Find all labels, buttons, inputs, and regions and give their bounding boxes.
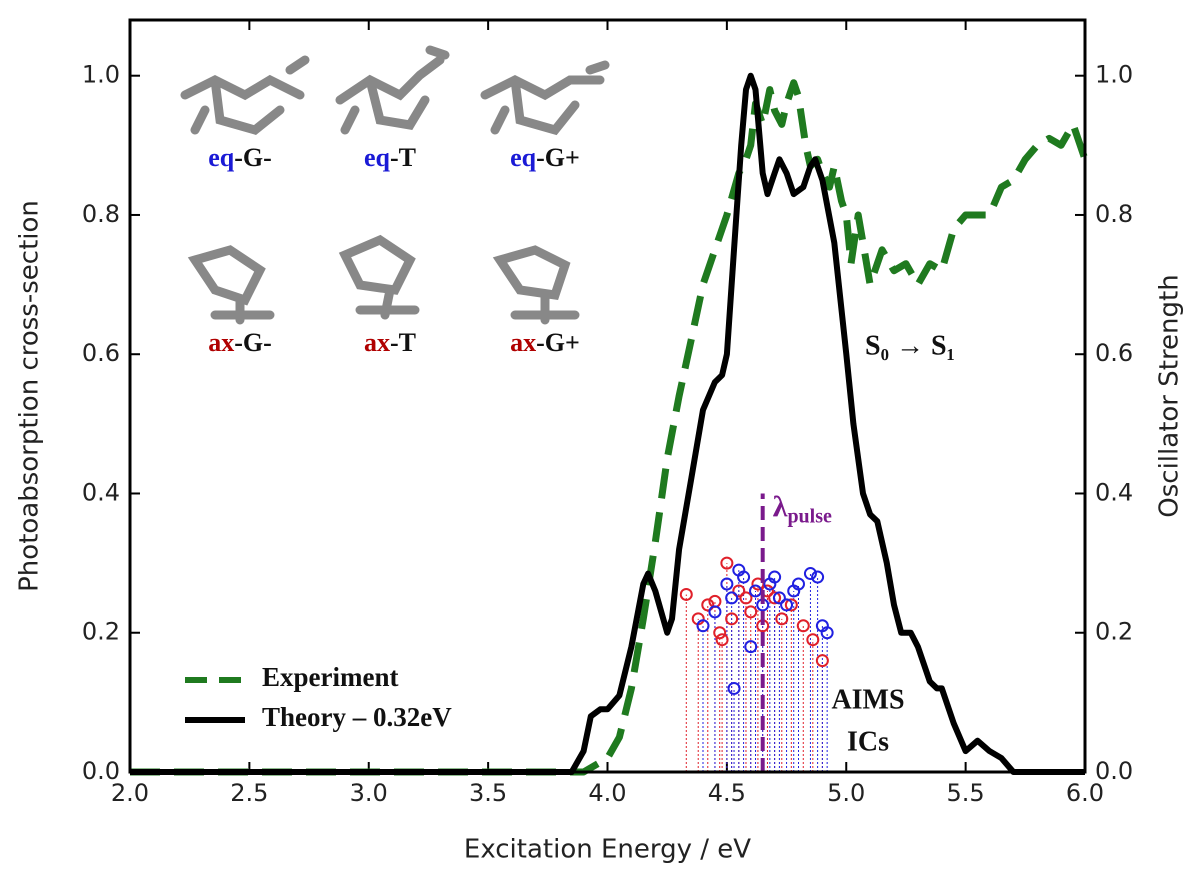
x-tick-label: 3.5 xyxy=(469,779,507,807)
conformer-prefix: eq xyxy=(364,143,391,172)
ic-point xyxy=(727,681,741,695)
ic-point xyxy=(768,591,782,605)
series-line xyxy=(130,72,1085,775)
conformer-label: ax-G+ xyxy=(510,328,580,357)
ic-point xyxy=(815,654,829,668)
x-axis-label: Excitation Energy / eV xyxy=(464,835,751,865)
conformer-label: eq-G- xyxy=(208,143,272,172)
conformer-suffix: -G- xyxy=(234,143,272,172)
conformer-suffix: -G- xyxy=(234,328,272,357)
y2-tick-label: 0.2 xyxy=(1095,618,1133,646)
y-tick-label: 0.4 xyxy=(82,478,120,506)
x-tick-label: 5.0 xyxy=(827,779,865,807)
conformer-label: ax-T xyxy=(364,328,416,357)
conformer-label: eq-G+ xyxy=(510,143,580,172)
ic-point xyxy=(744,605,758,619)
x-tick-label: 4.5 xyxy=(708,779,746,807)
y-tick-label: 0.6 xyxy=(82,339,120,367)
molecules xyxy=(180,45,610,325)
legend-label: Experiment xyxy=(262,662,398,692)
ic-point xyxy=(803,567,817,581)
ic-point xyxy=(820,626,834,640)
ic-point xyxy=(732,584,746,598)
y2-axis-label: Oscillator Strength xyxy=(1155,274,1185,517)
conformer-suffix: -T xyxy=(390,143,416,172)
ic-point xyxy=(725,591,739,605)
y-tick-label: 1.0 xyxy=(82,61,120,89)
ic-point xyxy=(713,626,727,640)
ic-point xyxy=(806,633,820,647)
ic-point xyxy=(737,570,751,584)
ic-point xyxy=(715,633,729,647)
conformer-prefix: eq xyxy=(208,143,235,172)
x-tick-label: 2.5 xyxy=(230,779,268,807)
ic-point xyxy=(725,612,739,626)
conformer-prefix: ax xyxy=(208,328,234,357)
x-tick-label: 3.0 xyxy=(350,779,388,807)
ic-point xyxy=(768,570,782,584)
y2-tick-label: 0.0 xyxy=(1095,757,1133,785)
y2-tick-label: 0.6 xyxy=(1095,339,1133,367)
ics-label: AIMS xyxy=(831,684,904,715)
y-tick-label: 0.2 xyxy=(82,618,120,646)
series-line xyxy=(130,79,1089,776)
ic-point xyxy=(696,619,710,633)
ic-point xyxy=(780,598,794,612)
ic-point xyxy=(701,598,715,612)
ic-point xyxy=(787,584,801,598)
y2-tick-label: 0.4 xyxy=(1095,478,1133,506)
conformer-suffix: -G+ xyxy=(536,328,580,357)
conformer-label: ax-G- xyxy=(208,328,272,357)
ic-point xyxy=(679,587,693,601)
pulse-symbol: λ xyxy=(773,490,788,523)
x-tick-label: 4.0 xyxy=(588,779,626,807)
conformer-label: eq-T xyxy=(364,143,416,172)
conformer-prefix: ax xyxy=(510,328,536,357)
transition-label: S₀ → S₁ xyxy=(865,330,955,361)
y-tick-label: 0.8 xyxy=(82,200,120,228)
conformer-prefix: eq xyxy=(510,143,537,172)
ic-point xyxy=(784,598,798,612)
x-tick-label: 6.0 xyxy=(1066,779,1104,807)
ic-point xyxy=(720,556,734,570)
conformer-prefix: ax xyxy=(364,328,390,357)
x-tick-label: 5.5 xyxy=(947,779,985,807)
legend-label: Theory – 0.32eV xyxy=(262,702,452,732)
x-tick-label: 2.0 xyxy=(111,779,149,807)
conformer-suffix: -T xyxy=(390,328,416,357)
pulse-subscript: pulse xyxy=(787,505,832,527)
ics-label: ICs xyxy=(847,726,889,757)
ic-point xyxy=(811,570,825,584)
conformer-suffix: -G+ xyxy=(536,143,580,172)
y-tick-label: 0.0 xyxy=(82,757,120,785)
plot-frame xyxy=(128,18,1087,774)
ic-point xyxy=(708,605,722,619)
ic-point xyxy=(772,591,786,605)
y2-tick-label: 0.8 xyxy=(1095,200,1133,228)
ic-point xyxy=(720,577,734,591)
ic-point xyxy=(796,619,810,633)
ic-point xyxy=(775,612,789,626)
ic-point xyxy=(739,591,753,605)
y-axis-label: Photoabsorption cross-section xyxy=(15,200,45,592)
pulse-label: λpulse xyxy=(773,490,832,527)
y2-tick-label: 1.0 xyxy=(1095,61,1133,89)
ic-point xyxy=(744,640,758,654)
